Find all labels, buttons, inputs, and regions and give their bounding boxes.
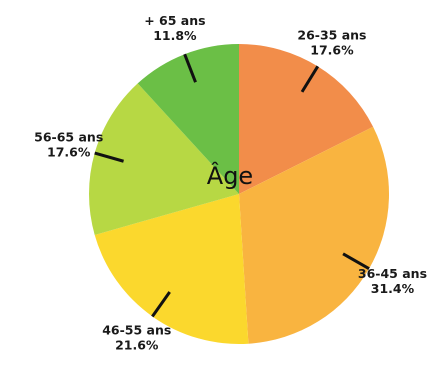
slice-percent-label: 21.6% bbox=[115, 337, 159, 352]
pie-slices bbox=[89, 44, 390, 344]
slice-label-46-55-ans: 46-55 ans 21.6% bbox=[102, 322, 171, 352]
pie-slice-65-ans bbox=[137, 44, 239, 194]
slice-label-56-65-ans: 56-65 ans 17.6% bbox=[34, 130, 103, 160]
slice-percent-label: 11.8% bbox=[153, 28, 197, 43]
slice-label-65-ans: + 65 ans 11.8% bbox=[144, 13, 205, 43]
slice-label-26-35-ans: 26-35 ans 17.6% bbox=[297, 27, 366, 57]
leader-line-36-45-ans bbox=[342, 252, 370, 271]
leader-line-56-65-ans bbox=[94, 151, 124, 163]
slice-labels: 26-35 ans 17.6%36-45 ans 31.4%46-55 ans 21.… bbox=[34, 13, 427, 352]
slice-percent-label: 17.6% bbox=[47, 145, 91, 160]
slice-percent-label: 17.6% bbox=[310, 42, 354, 57]
slice-category-label: + 65 ans bbox=[144, 13, 205, 28]
center-label: Âge bbox=[207, 161, 253, 190]
pie-slice-36-45-ans bbox=[239, 126, 390, 344]
leader-lines bbox=[94, 53, 370, 318]
slice-label-36-45-ans: 36-45 ans 31.4% bbox=[358, 266, 427, 296]
slice-category-label: 56-65 ans bbox=[34, 130, 103, 145]
slice-percent-label: 31.4% bbox=[371, 281, 415, 296]
slice-category-label: 26-35 ans bbox=[297, 27, 366, 42]
leader-line-46-55-ans bbox=[151, 291, 171, 318]
slice-category-label: 36-45 ans bbox=[358, 266, 427, 281]
slice-category-label: 46-55 ans bbox=[102, 322, 171, 337]
pie-slice-26-35-ans bbox=[239, 44, 374, 194]
pie-slice-46-55-ans bbox=[94, 194, 249, 344]
leader-line-65-ans bbox=[183, 53, 197, 83]
pie-slice-56-65-ans bbox=[89, 83, 239, 235]
leader-line-26-35-ans bbox=[300, 65, 320, 93]
